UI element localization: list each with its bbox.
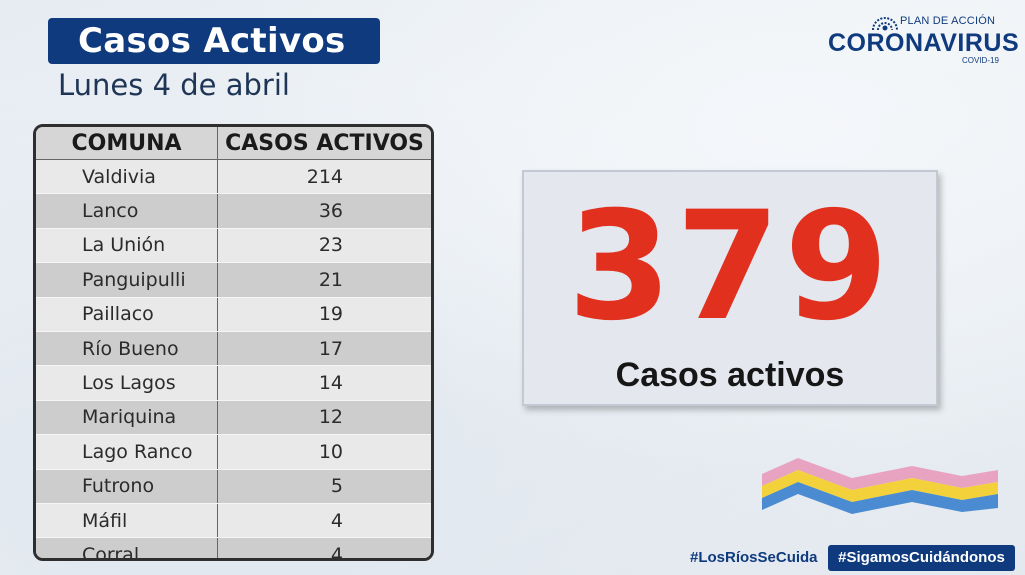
- cell-comuna: Futrono: [36, 469, 218, 504]
- cell-casos: 12: [217, 400, 431, 436]
- cell-comuna: Lago Ranco: [36, 434, 218, 470]
- total-cases-card: 379 Casos activos: [522, 170, 938, 406]
- cell-casos: 19: [217, 297, 431, 332]
- table-row: Lanco 36: [36, 193, 431, 229]
- page-subtitle-date: Lunes 4 de abril: [58, 68, 290, 102]
- page-title: Casos Activos: [48, 18, 380, 64]
- cell-comuna: Lanco: [36, 193, 218, 229]
- total-cases-label: Casos activos: [615, 356, 845, 394]
- cell-casos: 17: [217, 331, 431, 367]
- cell-casos: 10: [217, 434, 431, 470]
- cell-casos: 214: [217, 159, 431, 195]
- cell-casos: 21: [217, 262, 431, 298]
- table-row: Paillaco 19: [36, 297, 431, 332]
- rainbow-wave-decoration: [762, 458, 998, 514]
- cell-comuna: Corral: [36, 537, 218, 558]
- hashtag-sigamos: #SigamosCuidándonos: [828, 545, 1015, 571]
- table-row: Mariquina 12: [36, 400, 431, 436]
- cell-casos: 5: [217, 469, 431, 504]
- table-row: Valdivia 214: [36, 159, 431, 195]
- hashtag-los-rios: #LosRíosSeCuida: [690, 549, 818, 566]
- cell-comuna: Mariquina: [36, 400, 218, 436]
- cell-comuna: La Unión: [36, 228, 218, 264]
- cases-table: COMUNA CASOS ACTIVOS Valdivia 214 Lanco 36…: [33, 124, 434, 561]
- logo-tag-text: COVID-19: [962, 56, 999, 65]
- column-header-casos: CASOS ACTIVOS: [217, 127, 431, 160]
- table-row: Los Lagos 14: [36, 365, 431, 401]
- table-row: Máfil 4: [36, 503, 431, 539]
- table-row: Panguipulli 21: [36, 262, 431, 298]
- logo-emblem-icon: [872, 17, 898, 31]
- cell-comuna: Río Bueno: [36, 331, 218, 367]
- table-row: La Unión 23: [36, 228, 431, 264]
- table-row: Lago Ranco 10: [36, 434, 431, 470]
- cell-comuna: Valdivia: [36, 159, 218, 195]
- table-header-row: COMUNA CASOS ACTIVOS: [36, 127, 431, 160]
- cell-comuna: Panguipulli: [36, 262, 218, 298]
- table-row: Río Bueno 17: [36, 331, 431, 367]
- cell-casos: 23: [217, 228, 431, 264]
- cell-comuna: Los Lagos: [36, 365, 218, 401]
- logo-plan-text: PLAN DE ACCIÓN: [900, 15, 996, 27]
- cell-comuna: Máfil: [36, 503, 218, 539]
- table-row: Futrono 5: [36, 469, 431, 504]
- cell-casos: 14: [217, 365, 431, 401]
- total-cases-number: 379: [567, 180, 893, 354]
- table-row: Corral 4: [36, 537, 431, 558]
- cell-casos: 4: [217, 503, 431, 539]
- logo-name-text: CORONAVIRUS: [828, 29, 1020, 57]
- column-header-comuna: COMUNA: [36, 127, 218, 160]
- cell-casos: 36: [217, 193, 431, 229]
- coronavirus-plan-logo: PLAN DE ACCIÓN CORONAVIRUS COVID-19: [826, 10, 1019, 70]
- cell-casos: 4: [217, 537, 431, 558]
- cell-comuna: Paillaco: [36, 297, 218, 332]
